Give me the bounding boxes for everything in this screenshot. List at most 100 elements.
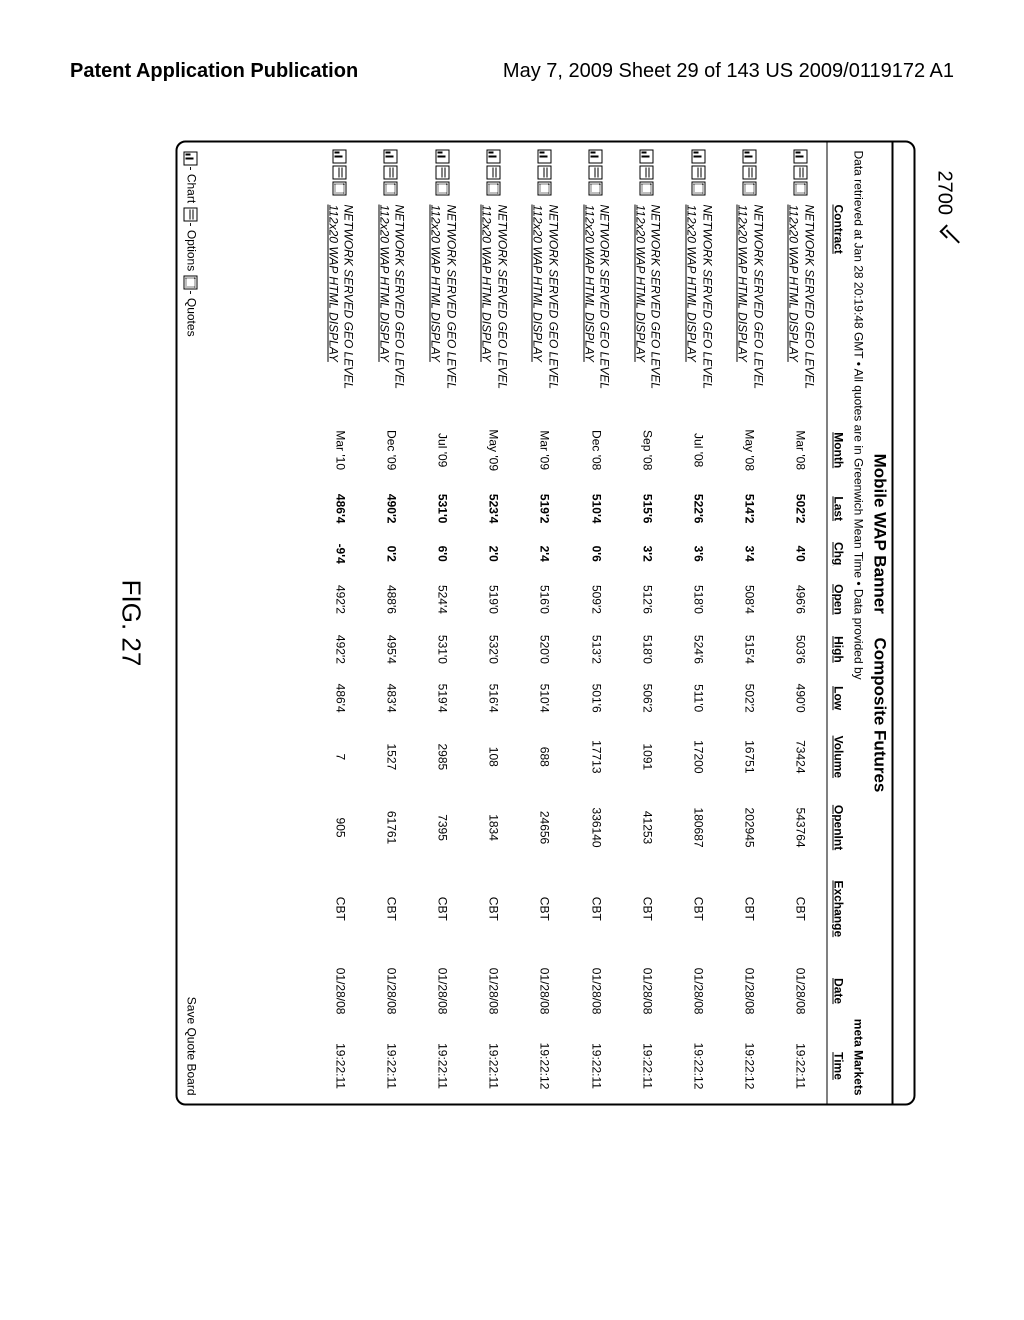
col-exchange[interactable]: Exchange [827, 864, 850, 954]
cell-month: May '09 [468, 417, 519, 484]
row-chart-icon[interactable] [538, 150, 552, 164]
row-quotes-icon[interactable] [589, 182, 603, 196]
cell-last: 515'6 [622, 484, 673, 534]
contract-line2-link[interactable]: 112x20 WAP HTML DISPLAY [377, 205, 391, 362]
row-options-icon[interactable] [691, 166, 705, 180]
save-quote-board-link[interactable]: Save Quote Board [184, 997, 198, 1096]
cell-time: 19:22:12 [673, 1029, 724, 1104]
row-quotes-icon[interactable] [435, 182, 449, 196]
col-open[interactable]: Open [827, 574, 850, 625]
row-quotes-icon[interactable] [691, 182, 705, 196]
row-chart-icon[interactable] [691, 150, 705, 164]
col-chg[interactable]: Chg [827, 533, 850, 573]
col-openint[interactable]: OpenInt [827, 791, 850, 864]
row-options-icon[interactable] [538, 166, 552, 180]
table-body: NETWORK SERVED GEO LEVEL112x20 WAP HTML … [315, 143, 827, 1104]
row-options-icon[interactable] [589, 166, 603, 180]
row-chart-icon[interactable] [435, 150, 449, 164]
row-chart-icon[interactable] [486, 150, 500, 164]
cell-open: 508'4 [724, 574, 775, 625]
row-chart-icon[interactable] [640, 150, 654, 164]
cell-volume: 2985 [417, 723, 468, 792]
col-low[interactable]: Low [827, 674, 850, 723]
contract-line2-link[interactable]: 112x20 WAP HTML DISPLAY [480, 205, 494, 362]
row-options-icon[interactable] [435, 166, 449, 180]
cell-month: Mar '08 [775, 417, 827, 484]
row-quotes-icon[interactable] [742, 182, 756, 196]
contract-line2-link[interactable]: 112x20 WAP HTML DISPLAY [685, 205, 699, 362]
row-icons [417, 143, 468, 203]
row-options-icon[interactable] [486, 166, 500, 180]
cell-contract: NETWORK SERVED GEO LEVEL112x20 WAP HTML … [315, 203, 366, 417]
cell-low: 490'0 [775, 674, 827, 723]
figure-rotated-wrap: 2700 Mobile WAP Banner Composite Futures… [18, 208, 1003, 1038]
cell-chg: 2'0 [468, 533, 519, 573]
row-quotes-icon[interactable] [333, 182, 347, 196]
cell-open: 492'2 [315, 574, 366, 625]
cell-high: 495'4 [366, 625, 417, 674]
row-options-icon[interactable] [333, 166, 347, 180]
cell-contract: NETWORK SERVED GEO LEVEL112x20 WAP HTML … [366, 203, 417, 417]
cell-open: 519'0 [468, 574, 519, 625]
window-titlebar [892, 143, 914, 1104]
cell-last: 502'2 [775, 484, 827, 534]
figure-inner: 2700 Mobile WAP Banner Composite Futures… [96, 131, 926, 1116]
contract-line1: NETWORK SERVED GEO LEVEL [495, 205, 509, 390]
cell-contract: NETWORK SERVED GEO LEVEL112x20 WAP HTML … [775, 203, 827, 417]
cell-contract: NETWORK SERVED GEO LEVEL112x20 WAP HTML … [519, 203, 570, 417]
row-options-icon[interactable] [794, 166, 808, 180]
row-quotes-icon[interactable] [384, 182, 398, 196]
cell-open: 512'6 [622, 574, 673, 625]
row-chart-icon[interactable] [333, 150, 347, 164]
table-row: NETWORK SERVED GEO LEVEL112x20 WAP HTML … [673, 143, 724, 1104]
cell-last: 486'4 [315, 484, 366, 534]
row-chart-icon[interactable] [589, 150, 603, 164]
contract-line1: NETWORK SERVED GEO LEVEL [803, 205, 817, 390]
col-time[interactable]: Time [827, 1029, 850, 1104]
contract-line2-link[interactable]: 112x20 WAP HTML DISPLAY [531, 205, 545, 362]
row-quotes-icon[interactable] [538, 182, 552, 196]
col-contract[interactable]: Contract [827, 203, 850, 417]
cell-volume: 688 [519, 723, 570, 792]
cell-volume: 108 [468, 723, 519, 792]
col-month[interactable]: Month [827, 417, 850, 484]
contract-line2-link[interactable]: 112x20 WAP HTML DISPLAY [429, 205, 443, 362]
row-chart-icon[interactable] [742, 150, 756, 164]
contract-line2-link[interactable]: 112x20 WAP HTML DISPLAY [633, 205, 647, 362]
row-options-icon[interactable] [742, 166, 756, 180]
row-quotes-icon[interactable] [794, 182, 808, 196]
cell-exchange: CBT [775, 864, 827, 954]
contract-line2-link[interactable]: 112x20 WAP HTML DISPLAY [736, 205, 750, 362]
cell-openint: 24656 [519, 791, 570, 864]
col-volume[interactable]: Volume [827, 723, 850, 792]
cell-high: 518'0 [622, 625, 673, 674]
row-chart-icon[interactable] [794, 150, 808, 164]
cell-time: 19:22:11 [622, 1029, 673, 1104]
meta-provider: meta Markets [852, 1019, 866, 1096]
contract-line2-link[interactable]: 112x20 WAP HTML DISPLAY [582, 205, 596, 362]
col-high[interactable]: High [827, 625, 850, 674]
contract-line2-link[interactable]: 112x20 WAP HTML DISPLAY [326, 205, 340, 362]
contract-line2-link[interactable]: 112x20 WAP HTML DISPLAY [787, 205, 801, 362]
row-quotes-icon[interactable] [486, 182, 500, 196]
row-quotes-icon[interactable] [640, 182, 654, 196]
cell-time: 19:22:11 [775, 1029, 827, 1104]
cell-chg: 2'4 [519, 533, 570, 573]
cell-chg: 0'6 [571, 533, 622, 573]
cell-open: 509'2 [571, 574, 622, 625]
col-date[interactable]: Date [827, 954, 850, 1029]
legend-quotes: - Quotes [184, 291, 198, 337]
cell-volume: 7 [315, 723, 366, 792]
figure-reference-number: 2700 [933, 171, 956, 237]
cell-exchange: CBT [571, 864, 622, 954]
table-row: NETWORK SERVED GEO LEVEL112x20 WAP HTML … [775, 143, 827, 1104]
cell-exchange: CBT [315, 864, 366, 954]
row-options-icon[interactable] [384, 166, 398, 180]
cell-time: 19:22:12 [724, 1029, 775, 1104]
col-last[interactable]: Last [827, 484, 850, 534]
row-chart-icon[interactable] [384, 150, 398, 164]
cell-openint: 543764 [775, 791, 827, 864]
row-options-icon[interactable] [640, 166, 654, 180]
cell-high: 515'4 [724, 625, 775, 674]
table-row: NETWORK SERVED GEO LEVEL112x20 WAP HTML … [622, 143, 673, 1104]
